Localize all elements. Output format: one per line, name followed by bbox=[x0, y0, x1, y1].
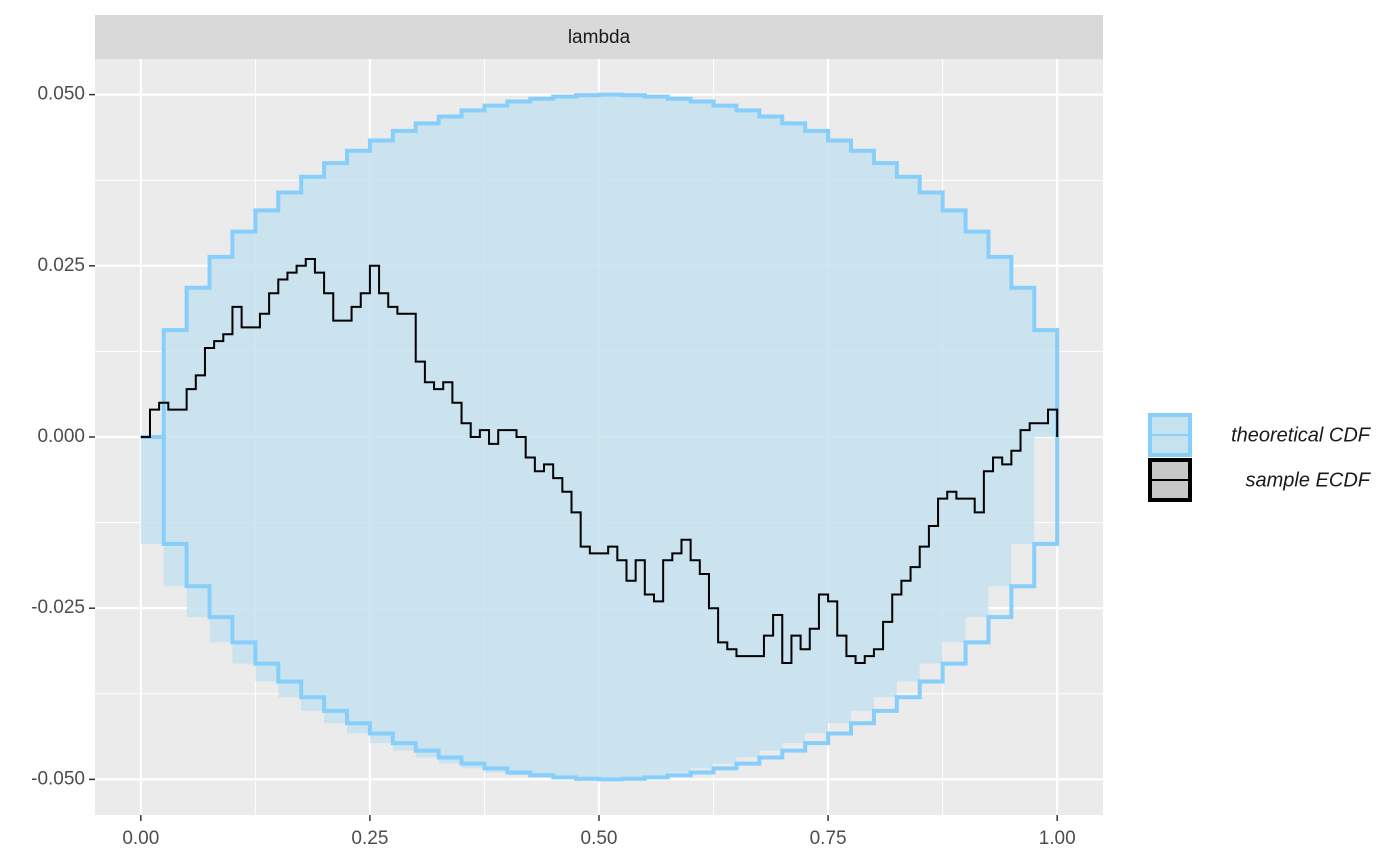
ecdf-line bbox=[140, 257, 1059, 664]
legend-label: theoretical CDF bbox=[1231, 424, 1372, 446]
band-upper bbox=[140, 92, 1060, 439]
y-tick-label: -0.025 bbox=[31, 597, 85, 618]
y-tick-label: 0.000 bbox=[37, 426, 85, 447]
strip-label: lambda bbox=[568, 27, 631, 48]
strip bbox=[95, 15, 1103, 59]
x-tick-label: 0.00 bbox=[122, 828, 159, 849]
x-tick-label: 1.00 bbox=[1039, 828, 1076, 849]
x-tick-label: 0.75 bbox=[810, 828, 847, 849]
band-lower bbox=[140, 435, 1060, 782]
legend-label: sample ECDF bbox=[1246, 469, 1372, 491]
x-tick-label: 0.50 bbox=[581, 828, 618, 849]
y-tick-label: -0.050 bbox=[31, 768, 85, 789]
x-tick-label: 0.25 bbox=[351, 828, 388, 849]
y-tick-label: 0.050 bbox=[37, 84, 85, 105]
y-tick-label: 0.025 bbox=[37, 255, 85, 276]
